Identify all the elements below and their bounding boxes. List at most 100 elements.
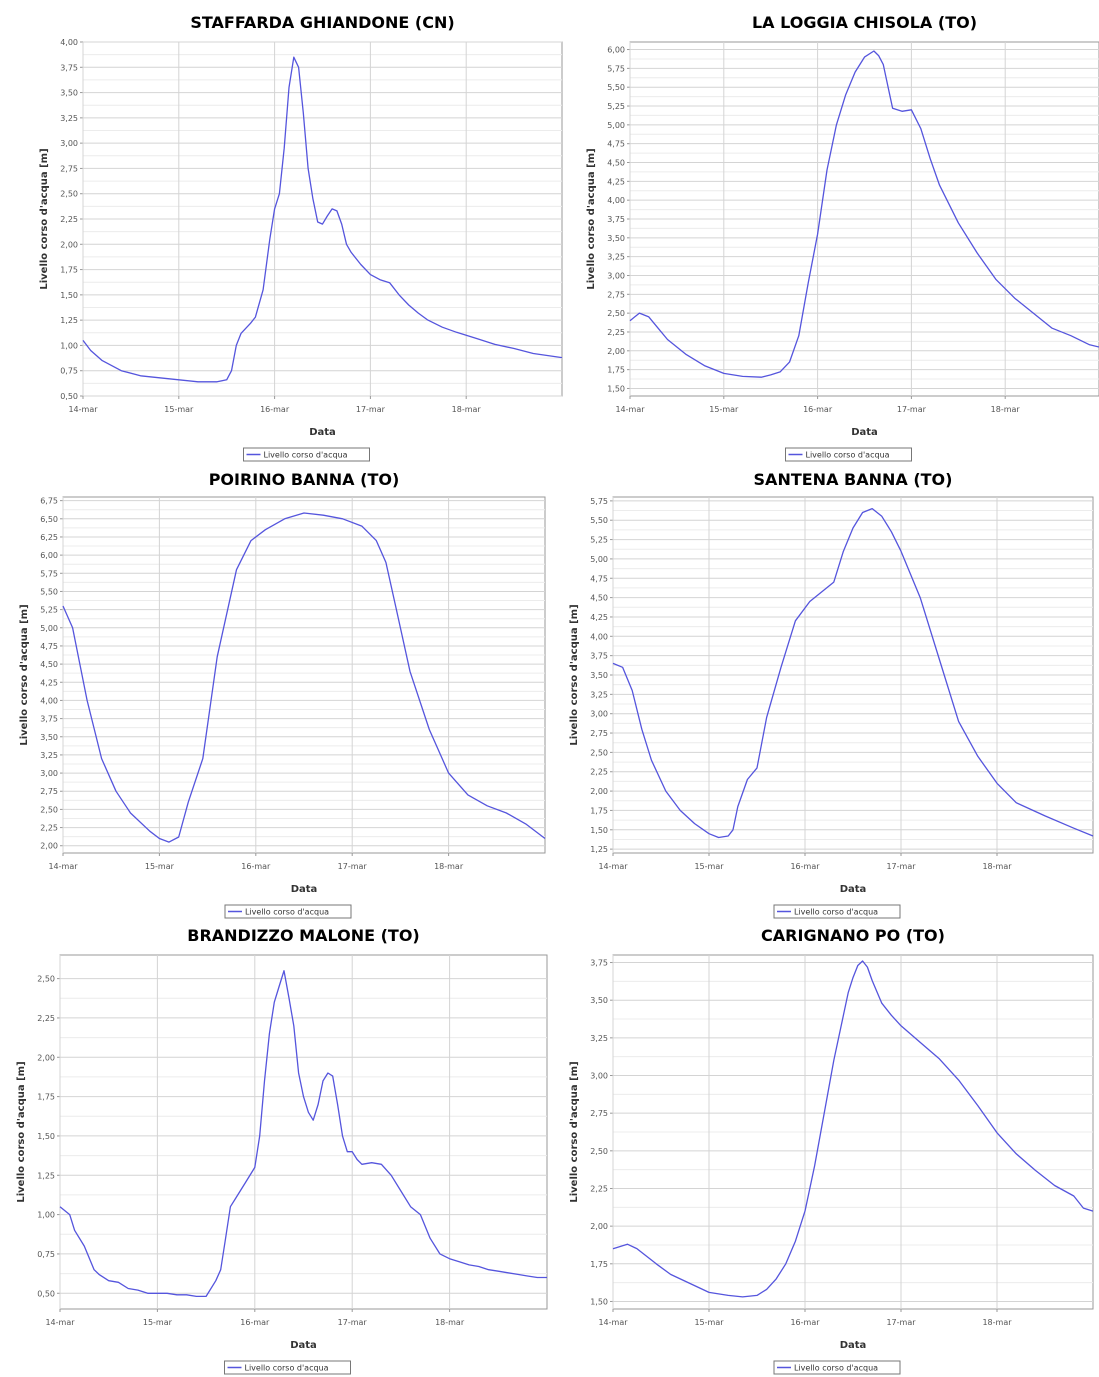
- y-axis-label: Livello corso d'acqua [m]: [39, 148, 50, 289]
- x-tick-label: 15-mar: [164, 405, 194, 414]
- series-line-water-level: [612, 960, 1094, 1298]
- y-tick-label: 5,75: [590, 497, 608, 506]
- y-tick-label: 2,50: [60, 190, 78, 199]
- y-tick-label: 3,50: [590, 996, 608, 1005]
- y-tick-label: 1,25: [590, 845, 608, 854]
- x-tick-label: 16-mar: [240, 1318, 270, 1327]
- y-tick-label: 5,25: [607, 102, 625, 111]
- y-tick-label: 5,00: [607, 121, 625, 130]
- y-tick-label: 1,25: [37, 1171, 55, 1180]
- y-tick-label: 2,00: [60, 240, 78, 249]
- y-tick-label: 1,50: [607, 384, 625, 393]
- series-line-water-level: [629, 50, 1099, 378]
- y-axis-label: Livello corso d'acqua [m]: [569, 604, 580, 745]
- x-axis-label: Data: [290, 1340, 317, 1351]
- y-tick-label: 3,50: [607, 234, 625, 243]
- y-tick-label: 1,50: [60, 291, 78, 300]
- chart-title: STAFFARDA GHIANDONE (CN): [190, 13, 454, 32]
- legend-box: [224, 904, 352, 919]
- y-tick-label: 2,50: [607, 309, 625, 318]
- y-tick-label: 2,00: [590, 1222, 608, 1231]
- x-tick-label: 15-mar: [145, 862, 175, 871]
- chart-panel-5: BRANDIZZO MALONE (TO) 0,50 0,75 1,00 1,25 1,5…: [16, 926, 548, 1375]
- chart-panel-1: STAFFARDA GHIANDONE (CN) 0,50 0,75 1,00 1,25…: [39, 13, 563, 462]
- chart-title: SANTENA BANNA (TO): [754, 470, 953, 489]
- x-tick-label: 18-mar: [991, 405, 1021, 414]
- x-tick-label: 15-mar: [694, 1318, 724, 1327]
- legend-label: Livello corso d'acqua: [794, 908, 878, 917]
- y-tick-label: 5,50: [40, 587, 58, 596]
- chart-title: BRANDIZZO MALONE (TO): [187, 926, 419, 945]
- y-tick-label: 2,00: [37, 1053, 55, 1062]
- x-tick-label: 18-mar: [435, 1318, 465, 1327]
- y-tick-label: 4,00: [60, 38, 78, 47]
- y-tick-label: 3,00: [590, 710, 608, 719]
- x-tick-label: 18-mar: [982, 1318, 1012, 1327]
- series-line-water-level: [82, 56, 563, 383]
- y-tick-label: 3,00: [607, 271, 625, 280]
- y-tick-label: 3,25: [590, 1034, 608, 1043]
- y-tick-label: 3,25: [40, 751, 58, 760]
- x-tick-label: 16-mar: [790, 1318, 820, 1327]
- y-tick-label: 6,75: [40, 497, 58, 506]
- y-tick-label: 2,25: [590, 1184, 608, 1193]
- x-tick-label: 16-mar: [790, 862, 820, 871]
- legend-box: [224, 1360, 351, 1375]
- y-tick-label: 1,75: [590, 1260, 608, 1269]
- y-axis-label: Livello corso d'acqua [m]: [19, 604, 30, 745]
- x-tick-label: 15-mar: [143, 1318, 173, 1327]
- y-tick-label: 1,75: [607, 366, 625, 375]
- y-tick-label: 2,50: [37, 975, 55, 984]
- plot-area: [62, 496, 546, 854]
- y-tick-label: 4,50: [40, 660, 58, 669]
- y-tick-label: 4,25: [590, 613, 608, 622]
- series-line-water-level: [59, 970, 547, 1298]
- y-tick-label: 2,75: [60, 164, 78, 173]
- y-tick-label: 2,00: [607, 347, 625, 356]
- y-tick-label: 2,50: [590, 748, 608, 757]
- chart-title: CARIGNANO PO (TO): [761, 926, 945, 945]
- y-tick-label: 3,75: [590, 652, 608, 661]
- y-tick-label: 4,50: [590, 594, 608, 603]
- y-tick-label: 0,75: [60, 367, 78, 376]
- x-tick-label: 17-mar: [886, 862, 916, 871]
- legend-box: [243, 447, 370, 462]
- x-axis-label: Data: [309, 427, 336, 438]
- y-tick-label: 4,75: [607, 140, 625, 149]
- x-tick-label: 15-mar: [709, 405, 739, 414]
- x-tick-label: 14-mar: [615, 405, 645, 414]
- y-tick-label: 1,25: [60, 316, 78, 325]
- y-tick-label: 2,75: [590, 1109, 608, 1118]
- y-tick-label: 3,00: [590, 1072, 608, 1081]
- series-line-water-level: [612, 507, 1094, 839]
- legend-label: Livello corso d'acqua: [806, 451, 890, 460]
- x-tick-label: 16-mar: [803, 405, 833, 414]
- chart-panel-3: POIRINO BANNA (TO) 2,00 2,25 2,50 2,75 3,00 3,…: [19, 470, 546, 919]
- y-tick-label: 3,75: [40, 715, 58, 724]
- chart-panel-2: LA LOGGIA CHISOLA (TO) 1,50 1,75 2,00 2,25 2,…: [586, 13, 1099, 462]
- x-tick-label: 14-mar: [48, 862, 78, 871]
- y-tick-label: 4,75: [590, 574, 608, 583]
- y-tick-label: 1,75: [590, 806, 608, 815]
- y-tick-label: 1,00: [37, 1211, 55, 1220]
- legend: Livello corso d'acqua: [224, 1360, 351, 1375]
- legend: Livello corso d'acqua: [243, 447, 370, 462]
- legend-box: [773, 904, 901, 919]
- legend: Livello corso d'acqua: [773, 1360, 901, 1375]
- plot-area: [59, 954, 548, 1310]
- y-tick-label: 2,75: [40, 787, 58, 796]
- x-tick-label: 14-mar: [45, 1318, 75, 1327]
- legend-label: Livello corso d'acqua: [264, 451, 348, 460]
- y-axis-label: Livello corso d'acqua [m]: [569, 1061, 580, 1202]
- y-tick-label: 1,50: [590, 826, 608, 835]
- y-axis-label: Livello corso d'acqua [m]: [16, 1061, 27, 1202]
- y-tick-label: 2,25: [40, 824, 58, 833]
- x-tick-label: 14-mar: [598, 862, 628, 871]
- y-tick-label: 2,50: [590, 1147, 608, 1156]
- y-tick-label: 2,75: [590, 729, 608, 738]
- y-tick-label: 3,25: [607, 253, 625, 262]
- y-tick-label: 3,75: [60, 63, 78, 72]
- y-tick-label: 3,75: [590, 959, 608, 968]
- legend: Livello corso d'acqua: [785, 447, 912, 462]
